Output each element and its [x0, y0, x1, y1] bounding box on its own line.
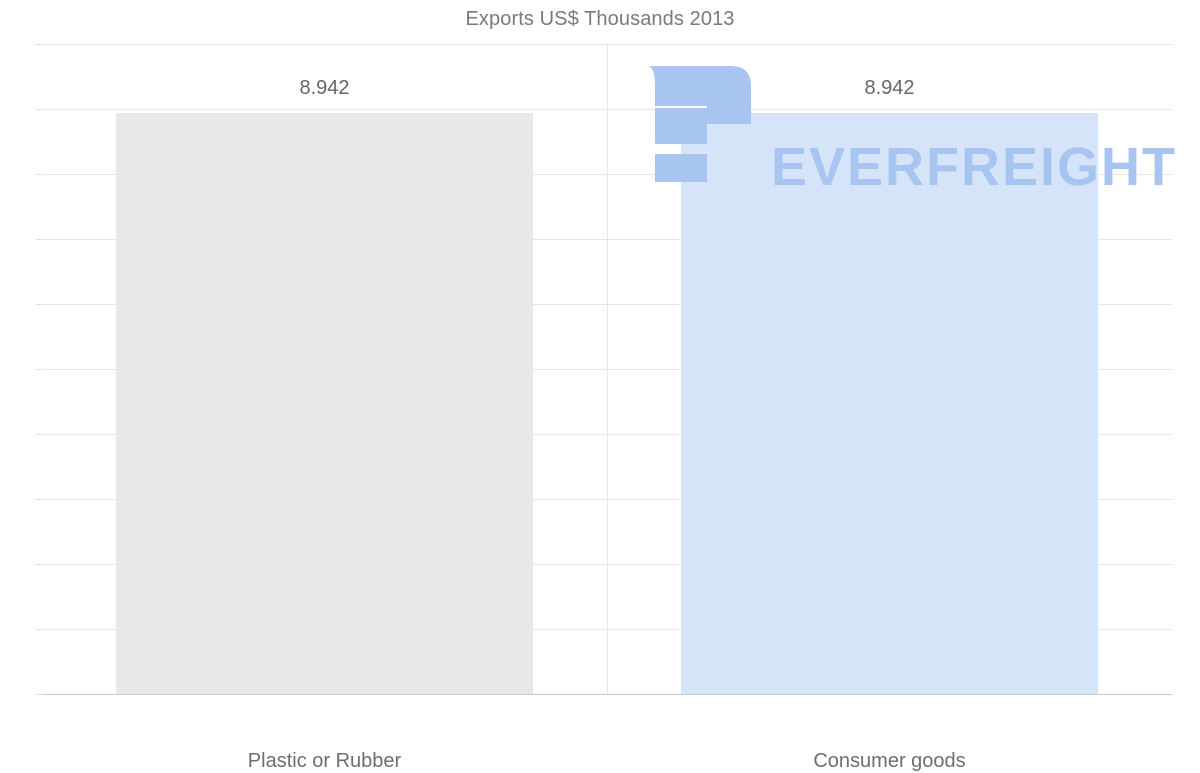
- y-axis-tick: [36, 694, 42, 695]
- y-axis-tick: [36, 44, 42, 45]
- y-axis-tick: [36, 564, 42, 565]
- x-axis-label: Consumer goods: [813, 750, 966, 772]
- chart-title: Exports US$ Thousands 2013: [465, 8, 735, 30]
- bar-value-label: 8.942: [864, 76, 915, 99]
- y-axis-tick: [36, 629, 42, 630]
- bar-value-label: 8.942: [299, 76, 350, 99]
- y-axis-tick: [36, 369, 42, 370]
- y-axis-tick: [36, 174, 42, 175]
- bar[interactable]: [681, 112, 1098, 694]
- y-axis-tick: [36, 304, 42, 305]
- bar[interactable]: [116, 112, 533, 694]
- y-axis-tick: [36, 499, 42, 500]
- y-axis-tick: [36, 239, 42, 240]
- x-axis-label: Plastic or Rubber: [247, 750, 402, 772]
- y-axis-tick: [36, 109, 42, 110]
- y-axis-tick: [36, 434, 42, 435]
- gridline: [42, 694, 1172, 695]
- y-axis-line: [42, 44, 43, 694]
- category-divider: [607, 44, 608, 694]
